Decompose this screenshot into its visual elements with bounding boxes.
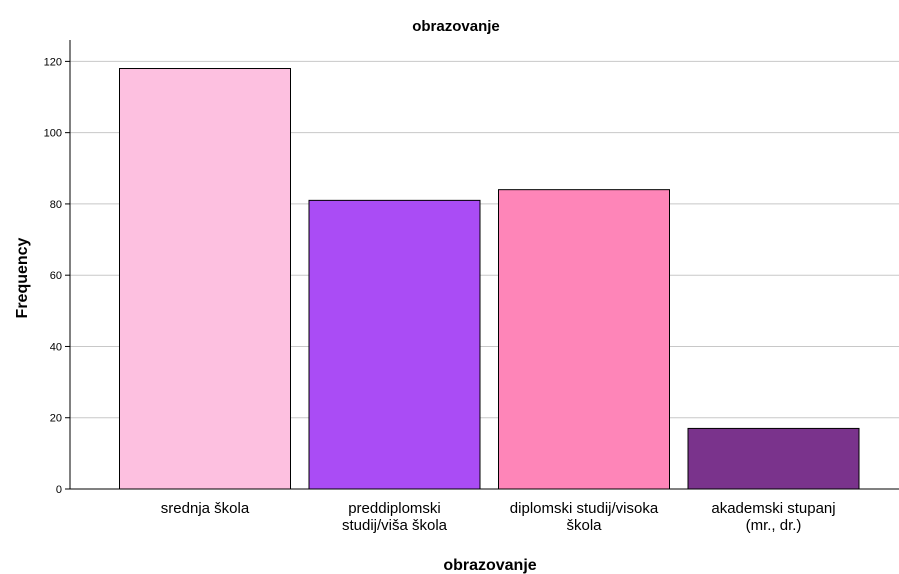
y-tick-label: 0 [56,484,62,496]
y-tick-label: 120 [44,56,62,68]
y-tick-label: 80 [50,199,62,211]
y-tick-label: 100 [44,128,62,140]
bar [687,427,860,490]
y-tick-label: 60 [50,270,62,282]
x-tick-label: škola [566,517,602,534]
y-tick-labels: 0 20 40 60 80 100 120 [44,56,62,496]
chart-title: obrazovanje [412,18,500,35]
bar [308,199,481,490]
bar [498,189,670,490]
y-tick-label: 20 [50,413,62,425]
x-tick-label: akademski stupanj [711,500,835,517]
x-tick-label: (mr., dr.) [746,517,802,534]
bars [119,68,860,490]
x-tick-label: diplomski studij/visoka [510,500,659,517]
x-tick-label: srednja škola [161,500,250,517]
bar [119,68,291,490]
x-tick-label: preddiplomski [348,500,441,517]
y-tick-label: 40 [50,341,62,353]
y-axis-title: Frequency [14,237,31,318]
x-tick-label: studij/viša škola [342,517,448,534]
axes [65,40,899,490]
x-axis-title: obrazovanje [443,557,536,574]
